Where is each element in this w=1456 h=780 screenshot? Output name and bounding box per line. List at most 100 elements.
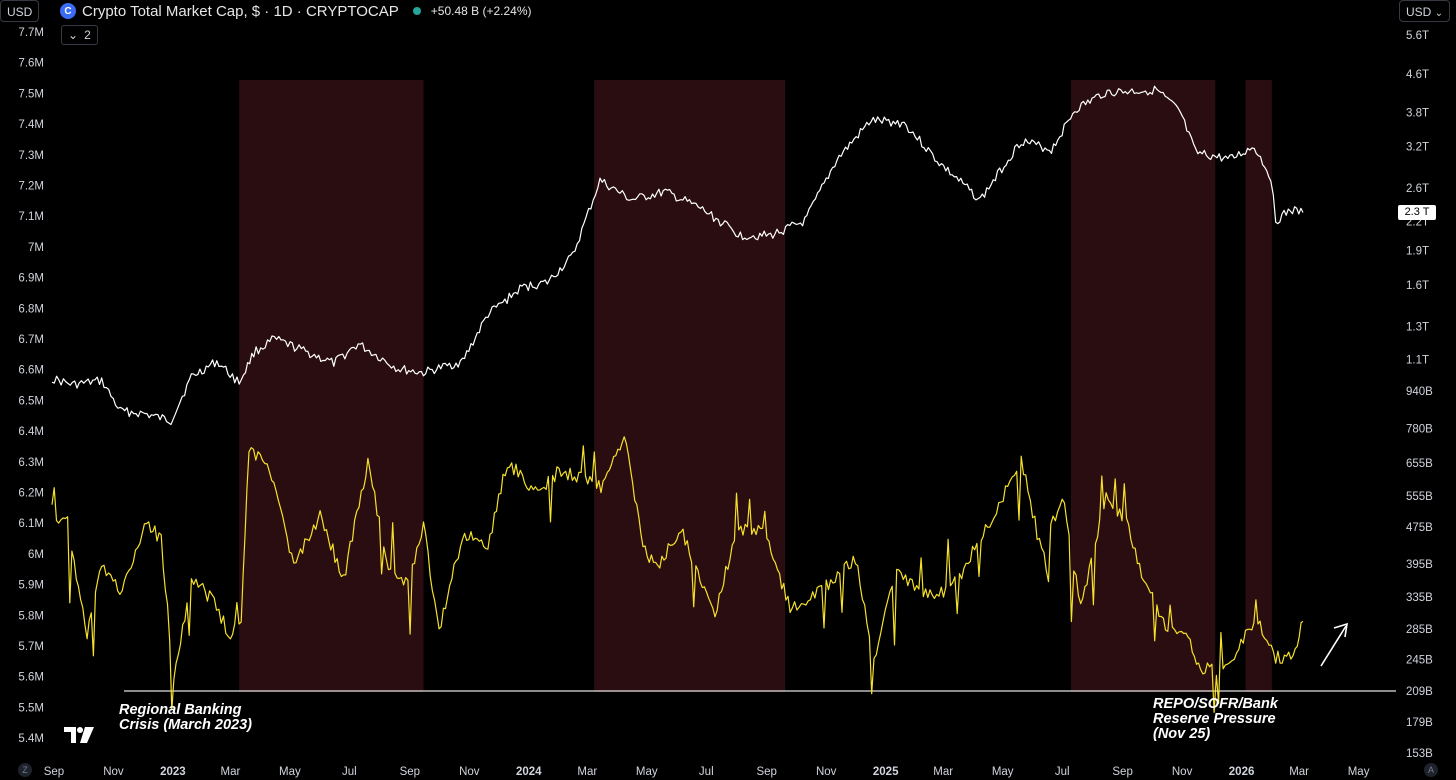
right-axis: 5.6T4.6T3.8T3.2T2.6T2.2T1.9T1.6T1.3T1.1T… — [1406, 30, 1433, 760]
live-status-icon — [412, 7, 421, 15]
right-axis-tick-label: 1.1T — [1406, 355, 1429, 367]
annotation-repo-pressure: REPO/SOFR/Bank Reserve Pressure (Nov 25) — [1153, 697, 1278, 742]
right-axis-tick-label: 1.9T — [1406, 246, 1429, 258]
right-axis-tick-label: 245B — [1406, 654, 1433, 666]
right-axis-tick-label: 179B — [1406, 717, 1433, 729]
right-axis-tick-label: 4.6T — [1406, 69, 1429, 81]
right-axis-tick-label: 475B — [1406, 522, 1433, 534]
x-axis: Sep Nov 2023 Mar May Jul Sep Nov 2024 Mar May Jul Se… — [44, 766, 1370, 778]
series-line-white — [51, 85, 1304, 426]
x-axis-tick-label: May — [636, 766, 658, 778]
shaded-regions — [239, 80, 1272, 692]
trend-arrow-head — [1333, 622, 1348, 638]
trend-arrow — [1320, 622, 1348, 667]
left-axis-tick-label: 5.4M — [18, 733, 44, 745]
indicators-count: 2 — [84, 28, 91, 42]
x-axis-tick-label: Mar — [221, 766, 241, 778]
shaded-region — [239, 80, 424, 692]
right-axis-tick-label: 780B — [1406, 423, 1433, 435]
indicators-collapse-button[interactable]: ⌄ 2 — [61, 25, 98, 45]
left-axis-tick-label: 6.7M — [18, 334, 44, 346]
x-axis-tick-label: 2025 — [873, 766, 899, 778]
x-axis-tick-label: Sep — [44, 766, 64, 778]
left-axis-tick-label: 6.2M — [18, 488, 44, 500]
right-axis-tick-label: 1.3T — [1406, 321, 1429, 333]
currency-right-button[interactable]: USD ⌄ — [1399, 0, 1451, 22]
x-axis-tick-label: Sep — [400, 766, 420, 778]
right-axis-tick-label: 940B — [1406, 386, 1433, 398]
right-axis-tick-label: 285B — [1406, 624, 1433, 636]
left-axis-tick-label: 7.7M — [18, 27, 44, 39]
annotation-line: Crisis (March 2023) — [119, 717, 252, 733]
right-axis-tick-label: 3.8T — [1406, 107, 1429, 119]
left-axis-tick-label: 7.5M — [18, 88, 44, 100]
x-axis-tick-label: May — [992, 766, 1014, 778]
shaded-region — [1245, 80, 1272, 692]
auto-scale-button[interactable]: A — [1424, 763, 1438, 777]
currency-left-button[interactable]: USD — [0, 0, 40, 22]
last-price-tag: 2.3 T — [1398, 204, 1436, 220]
x-axis-tick-label: 2024 — [516, 766, 542, 778]
annotation-line: Regional Banking — [119, 702, 242, 718]
left-axis: 7.7M 7.6M 7.5M 7.4M 7.3M 7.2M 7.1M 7M 6.9M 6.8M 6.… — [18, 27, 44, 745]
annotation-line: (Nov 25) — [1153, 726, 1211, 742]
left-axis-tick-label: 5.7M — [18, 641, 44, 653]
right-axis-tick-label: 209B — [1406, 686, 1433, 698]
symbol-title[interactable]: Crypto Total Market Cap, $ · 1D · CRYPTO… — [82, 2, 399, 20]
shaded-region — [1070, 80, 1216, 692]
chevron-down-icon: ⌄ — [68, 28, 79, 42]
x-axis-tick-label: Sep — [1112, 766, 1132, 778]
annotation-line: REPO/SOFR/Bank — [1153, 696, 1278, 712]
left-axis-tick-label: 5.6M — [18, 672, 44, 684]
left-axis-tick-label: 7.6M — [18, 58, 44, 70]
symbol-header: C Crypto Total Market Cap, $ · 1D · CRYP… — [60, 0, 532, 22]
trend-arrow-shaft — [1320, 625, 1347, 667]
x-axis-tick-label: Jul — [342, 766, 357, 778]
left-axis-tick-label: 5.5M — [18, 702, 44, 714]
right-axis-tick-label: 153B — [1406, 748, 1433, 760]
x-axis-tick-label: Mar — [933, 766, 953, 778]
x-axis-tick-label: Mar — [577, 766, 597, 778]
right-axis-tick-label: 3.2T — [1406, 142, 1429, 154]
left-axis-tick-label: 6.5M — [18, 395, 44, 407]
x-axis-tick-label: Jul — [1055, 766, 1070, 778]
left-axis-tick-label: 7M — [28, 242, 44, 254]
left-axis-tick-label: 6.1M — [18, 518, 44, 530]
annotation-regional-banking: Regional Banking Crisis (March 2023) — [119, 703, 252, 733]
left-axis-tick-label: 5.9M — [18, 580, 44, 592]
left-axis-tick-label: 6.3M — [18, 457, 44, 469]
left-axis-tick-label: 7.3M — [18, 150, 44, 162]
x-axis-tick-label: Nov — [103, 766, 124, 778]
change-value: +50.48 B (+2.24%) — [430, 4, 532, 18]
left-axis-tick-label: 7.2M — [18, 181, 44, 193]
chevron-down-icon: ⌄ — [1434, 8, 1444, 19]
left-axis-tick-label: 5.8M — [18, 610, 44, 622]
left-axis-tick-label: 6.9M — [18, 273, 44, 285]
series-line-yellow — [51, 436, 1304, 713]
left-axis-tick-label: 6.8M — [18, 303, 44, 315]
right-axis-tick-label: 1.6T — [1406, 280, 1429, 292]
zoom-toggle-button[interactable]: Z — [18, 763, 32, 777]
x-axis-tick-label: Sep — [756, 766, 776, 778]
left-axis-tick-label: 6M — [28, 549, 44, 561]
right-axis-tick-label: 655B — [1406, 458, 1433, 470]
right-axis-tick-label: 2.6T — [1406, 183, 1429, 195]
crypto-logo-icon: C — [60, 3, 76, 19]
left-axis-tick-label: 7.4M — [18, 119, 44, 131]
right-axis-tick-label: 395B — [1406, 559, 1433, 571]
x-axis-tick-label: 2023 — [160, 766, 186, 778]
left-axis-tick-label: 6.4M — [18, 426, 44, 438]
left-axis-tick-label: 6.6M — [18, 365, 44, 377]
x-axis-tick-label: Nov — [1172, 766, 1193, 778]
currency-right-label: USD — [1406, 5, 1432, 19]
tradingview-logo-icon[interactable] — [63, 726, 95, 749]
right-axis-tick-label: 5.6T — [1406, 30, 1429, 42]
shaded-region — [594, 80, 786, 692]
x-axis-tick-label: May — [1348, 766, 1370, 778]
left-axis-tick-label: 7.1M — [18, 211, 44, 223]
right-axis-tick-label: 335B — [1406, 592, 1433, 604]
annotation-line: Reserve Pressure — [1153, 711, 1276, 727]
x-axis-tick-label: 2026 — [1229, 766, 1255, 778]
x-axis-tick-label: Mar — [1289, 766, 1309, 778]
